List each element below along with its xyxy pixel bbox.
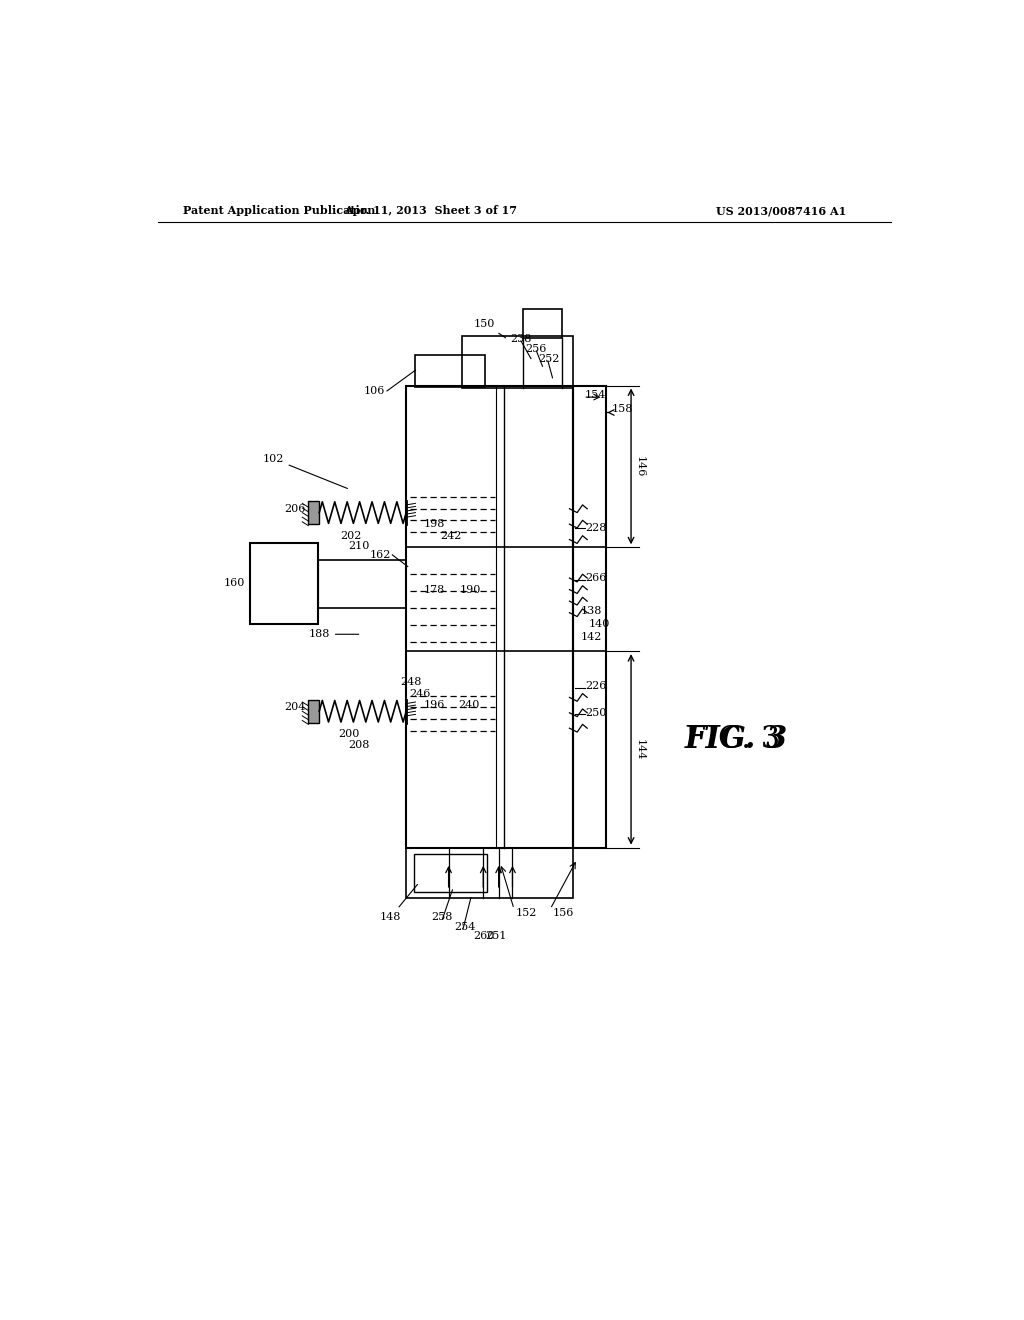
Text: 242: 242	[440, 531, 462, 541]
Text: 202: 202	[340, 531, 361, 541]
Text: Patent Application Publication: Patent Application Publication	[183, 206, 375, 216]
Bar	[407, 847, 573, 898]
Text: 138: 138	[581, 606, 602, 616]
Text: Apr. 11, 2013  Sheet 3 of 17: Apr. 11, 2013 Sheet 3 of 17	[344, 206, 517, 216]
Text: 254: 254	[454, 921, 475, 932]
Bar	[523, 309, 562, 338]
Text: 190: 190	[460, 585, 481, 594]
Bar	[414, 854, 487, 892]
Text: 246: 246	[410, 689, 431, 698]
Bar	[573, 385, 605, 847]
Text: 238: 238	[510, 334, 531, 345]
Text: 158: 158	[611, 404, 633, 413]
Text: 251: 251	[484, 931, 506, 941]
Text: 248: 248	[400, 677, 422, 686]
Text: 140: 140	[589, 619, 610, 630]
Text: 150: 150	[474, 319, 506, 338]
Text: 146: 146	[635, 455, 645, 477]
Bar	[308, 700, 319, 723]
Text: 188: 188	[308, 630, 358, 639]
Text: 200: 200	[339, 730, 360, 739]
Text: 144: 144	[635, 739, 645, 760]
Text: FIG. 3: FIG. 3	[685, 725, 788, 755]
Bar	[407, 385, 573, 847]
Bar	[416, 355, 484, 387]
Text: 106: 106	[364, 385, 385, 396]
Text: 266: 266	[585, 573, 606, 583]
Text: 260: 260	[473, 931, 495, 941]
Bar	[250, 544, 317, 624]
Text: 250: 250	[585, 708, 606, 718]
Text: 206: 206	[285, 504, 306, 513]
Text: 204: 204	[285, 702, 306, 711]
Text: 162: 162	[370, 550, 391, 560]
Text: US 2013/0087416 A1: US 2013/0087416 A1	[716, 206, 846, 216]
Text: 152: 152	[515, 908, 537, 917]
Text: 228: 228	[585, 523, 606, 533]
Text: 156: 156	[553, 908, 573, 917]
Text: 154: 154	[585, 389, 606, 400]
Text: 142: 142	[581, 632, 602, 643]
Text: 178: 178	[424, 585, 444, 594]
Text: 258: 258	[431, 912, 453, 921]
Text: 240: 240	[459, 700, 480, 710]
Text: 256: 256	[525, 345, 547, 354]
Text: 210: 210	[348, 541, 370, 552]
Text: 196: 196	[423, 700, 444, 710]
Text: FIG. 3: FIG. 3	[685, 725, 780, 755]
Text: 102: 102	[262, 454, 347, 488]
Text: 226: 226	[585, 681, 606, 690]
Text: 198: 198	[423, 519, 444, 529]
Bar	[462, 335, 573, 388]
Text: 208: 208	[348, 741, 370, 750]
Text: 160: 160	[223, 578, 245, 589]
Text: 148: 148	[380, 884, 418, 921]
Bar	[308, 502, 319, 524]
Text: 252: 252	[539, 354, 560, 364]
